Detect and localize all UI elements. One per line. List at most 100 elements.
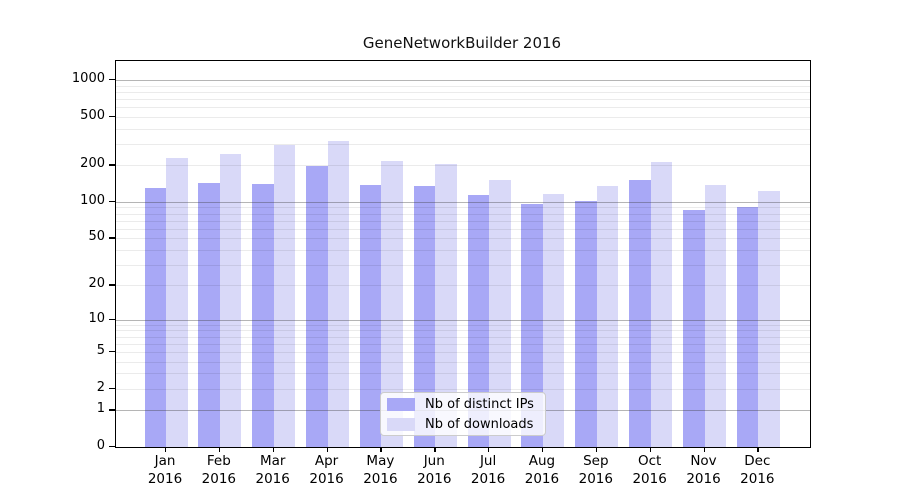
- grid-line-minor: [116, 388, 810, 390]
- bar-distinct-ips: [521, 204, 543, 447]
- grid-line-minor: [116, 351, 810, 353]
- grid-line-minor: [116, 336, 810, 338]
- grid-line-minor: [116, 373, 810, 375]
- x-tick-mark: [380, 447, 382, 452]
- x-tick-mark: [757, 447, 759, 452]
- y-tick-label: 5: [96, 342, 105, 358]
- grid-line-minor: [116, 324, 810, 326]
- bar-distinct-ips: [629, 180, 651, 447]
- legend: Nb of distinct IPs Nb of downloads: [380, 392, 546, 436]
- grid-line-minor: [116, 207, 810, 209]
- y-tick-label: 200: [80, 156, 105, 172]
- grid-line-minor: [116, 128, 810, 130]
- bar-distinct-ips: [683, 209, 705, 447]
- x-tick-label: Aug 2016: [524, 453, 560, 487]
- bar-downloads: [596, 186, 619, 447]
- x-tick-mark: [488, 447, 490, 452]
- grid-line-minor: [116, 143, 810, 145]
- y-tick-label: 1000: [71, 71, 105, 86]
- bar-distinct-ips: [736, 206, 759, 447]
- y-tick-mark: [109, 318, 115, 320]
- bar-distinct-ips: [359, 184, 382, 447]
- bar-downloads: [219, 153, 242, 447]
- bar-downloads: [273, 144, 296, 447]
- grid-line-minor: [116, 343, 810, 345]
- bar-distinct-ips: [467, 194, 490, 447]
- grid-line-minor: [116, 228, 810, 230]
- x-tick-mark: [649, 447, 652, 452]
- x-tick-mark: [165, 447, 167, 452]
- grid-line-major: [116, 201, 810, 203]
- bar-distinct-ips: [306, 166, 328, 447]
- x-tick-label: Jul 2016: [470, 453, 506, 487]
- grid-line-minor: [116, 98, 810, 100]
- x-tick-label: Apr 2016: [309, 453, 344, 487]
- x-tick-label: Nov 2016: [686, 453, 721, 487]
- bar-downloads: [327, 141, 350, 447]
- grid-line-minor: [116, 264, 810, 266]
- y-tick-label: 1: [96, 401, 105, 417]
- y-tick-mark: [109, 164, 115, 166]
- x-tick-label: Jan 2016: [147, 453, 183, 487]
- legend-swatch-downloads-icon: [387, 417, 415, 431]
- legend-label-distinct-ips: Nb of distinct IPs: [425, 396, 534, 412]
- x-tick-label: Mar 2016: [255, 453, 290, 487]
- x-tick-label: Oct 2016: [632, 453, 667, 487]
- legend-swatch-distinct-ips-icon: [387, 397, 415, 411]
- bar-downloads: [758, 190, 780, 447]
- bar-distinct-ips: [575, 201, 597, 447]
- x-tick-mark: [703, 447, 705, 452]
- bar-downloads: [542, 194, 565, 447]
- grid-line-minor: [116, 213, 810, 215]
- bar-downloads: [489, 179, 511, 447]
- legend-item-downloads: Nb of downloads: [387, 417, 537, 432]
- bar-distinct-ips: [144, 188, 166, 447]
- grid-line-minor: [116, 165, 810, 167]
- grid-line-minor: [116, 361, 810, 363]
- grid-line-minor: [116, 116, 810, 118]
- grid-line-minor: [116, 285, 810, 287]
- y-tick-mark: [109, 409, 115, 411]
- legend-label-downloads: Nb of downloads: [425, 416, 534, 432]
- x-tick-label: Sep 2016: [578, 453, 613, 487]
- x-tick-mark: [218, 447, 221, 452]
- x-tick-label: Jun 2016: [417, 453, 452, 487]
- bar-distinct-ips: [198, 183, 220, 447]
- bar-downloads: [650, 162, 673, 447]
- x-tick-mark: [326, 447, 328, 452]
- y-tick-mark: [109, 350, 115, 353]
- y-tick-label: 10: [88, 310, 105, 326]
- x-tick-mark: [272, 447, 275, 452]
- y-tick-label: 50: [88, 229, 105, 245]
- bar-downloads: [435, 163, 457, 447]
- y-tick-mark: [109, 284, 115, 286]
- y-tick-mark: [109, 237, 115, 239]
- x-tick-mark: [434, 447, 436, 452]
- y-tick-label: 500: [80, 107, 105, 123]
- grid-line-minor: [116, 107, 810, 109]
- x-tick-label: Dec 2016: [740, 453, 775, 487]
- grid-line-minor: [116, 91, 810, 93]
- legend-item-distinct-ips: Nb of distinct IPs: [387, 397, 537, 412]
- x-tick-label: May 2016: [363, 453, 398, 487]
- y-tick-label: 0: [96, 438, 105, 453]
- bar-downloads: [704, 184, 726, 447]
- y-tick-mark: [109, 387, 115, 390]
- bar-downloads: [381, 160, 403, 447]
- grid-line-major: [116, 319, 810, 321]
- bar-downloads: [166, 157, 188, 447]
- y-tick-label: 2: [96, 379, 105, 395]
- chart-title: GeneNetworkBuilder 2016: [362, 34, 562, 52]
- plot-area: [115, 60, 811, 448]
- bar-distinct-ips: [252, 183, 274, 447]
- y-tick-mark: [109, 79, 115, 81]
- x-tick-mark: [541, 447, 544, 452]
- grid-line-minor: [116, 220, 810, 222]
- grid-line-minor: [116, 238, 810, 240]
- x-tick-mark: [595, 447, 598, 452]
- grid-line-minor: [116, 85, 810, 87]
- x-tick-label: Feb 2016: [201, 453, 237, 487]
- grid-line-minor: [116, 249, 810, 251]
- grid-line-minor: [116, 330, 810, 332]
